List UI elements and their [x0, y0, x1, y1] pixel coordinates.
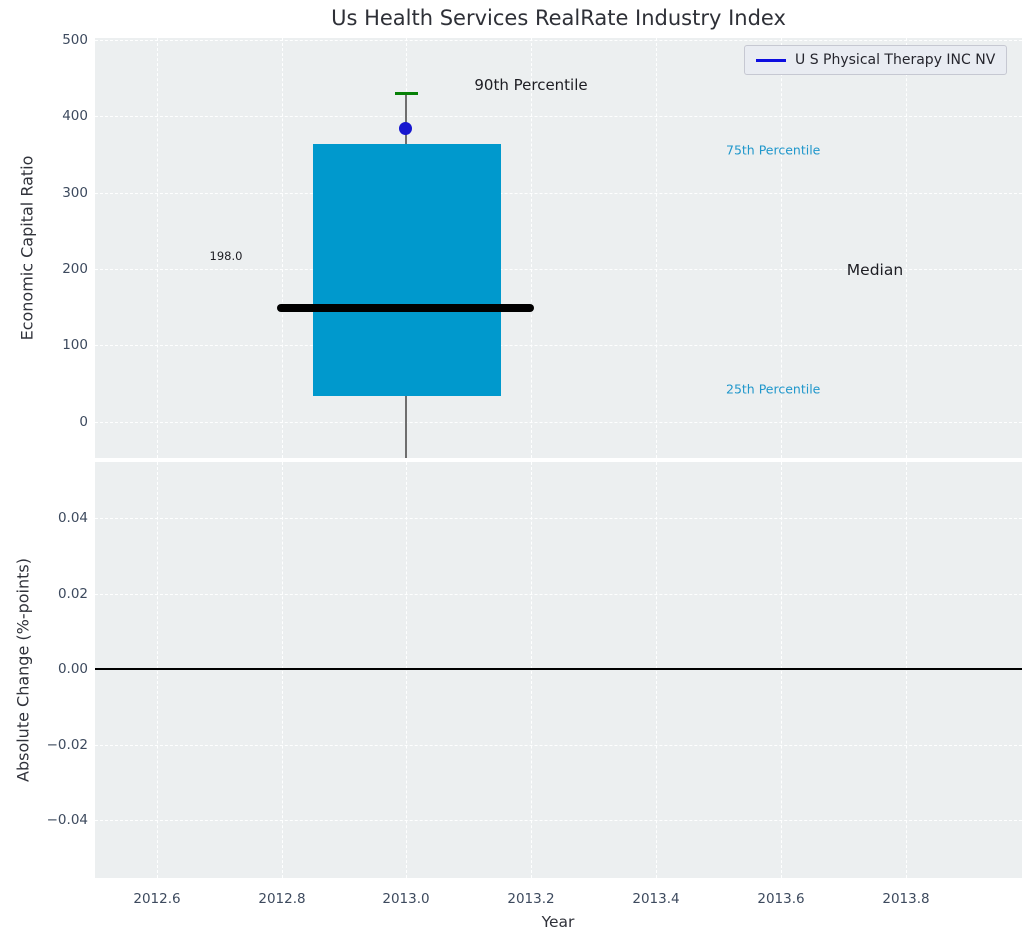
gridline-h-0.04: [95, 518, 1022, 519]
bottom-plot-area: [95, 462, 1022, 878]
gridline-h--0.04: [95, 820, 1022, 821]
y-tick-label-100: 100: [62, 337, 88, 353]
y-tick-label-0.00: 0.00: [57, 661, 88, 677]
company-point-marker: [399, 122, 412, 135]
x-tick-label-2013-8: 2013.8: [882, 891, 930, 907]
p90-cap-marker: [395, 92, 418, 95]
legend-label: U S Physical Therapy INC NV: [795, 52, 996, 68]
annotation-25th-percentile: 25th Percentile: [726, 381, 821, 397]
legend: U S Physical Therapy INC NV: [744, 45, 1008, 75]
y-tick-label-500: 500: [62, 32, 88, 48]
top-plot-area: 198.0 90th Percentile 75th Percentile 25…: [95, 38, 1022, 458]
x-tick-label-2012-8: 2012.8: [258, 891, 306, 907]
annotation-median: Median: [846, 261, 904, 279]
gridline-h-0: [95, 422, 1022, 423]
x-tick-label-2013-4: 2013.4: [632, 891, 680, 907]
median-value-label: 198.0: [209, 249, 243, 263]
x-tick-label-2013-2: 2013.2: [507, 891, 555, 907]
gridline-v-2013-2: [531, 462, 532, 878]
x-tick-label-2013-0: 2013.0: [382, 891, 430, 907]
y-tick-label-0.02: 0.02: [57, 586, 88, 602]
y-tick-label--0.02: −0.02: [46, 737, 88, 753]
x-tick-label-2013-6: 2013.6: [757, 891, 805, 907]
chart-title: Us Health Services RealRate Industry Ind…: [331, 6, 786, 30]
gridline-v-2013-6: [781, 38, 782, 458]
x-tick-label-2012-6: 2012.6: [133, 891, 181, 907]
gridline-v-2013-6: [781, 462, 782, 878]
y-tick-label-300: 300: [62, 185, 88, 201]
y-tick-label-200: 200: [62, 261, 88, 277]
percentile-box-bar: [313, 144, 501, 396]
gridline-v-2013-4: [656, 38, 657, 458]
y-tick-label-0.04: 0.04: [57, 510, 88, 526]
gridline-v-2012-8: [282, 462, 283, 878]
zero-reference-line: [95, 668, 1022, 670]
gridline-v-2013-8: [906, 38, 907, 458]
gridline-h-0.02: [95, 594, 1022, 595]
y-tick-label-400: 400: [62, 108, 88, 124]
gridline-h--0.02: [95, 745, 1022, 746]
gridline-v-2012-8: [282, 38, 283, 458]
median-line: [277, 304, 534, 312]
gridline-v-2013-0: [406, 462, 407, 878]
gridline-v-2012-6: [157, 462, 158, 878]
y-axis-label-bottom: Absolute Change (%-points): [13, 558, 33, 782]
gridline-v-2013-8: [906, 462, 907, 878]
gridline-v-2013-4: [656, 462, 657, 878]
gridline-v-2012-6: [157, 38, 158, 458]
gridline-h-100: [95, 345, 1022, 346]
annotation-90th-percentile: 90th Percentile: [474, 76, 588, 94]
y-tick-label--0.04: −0.04: [46, 812, 88, 828]
y-tick-label-0: 0: [79, 414, 88, 430]
gridline-h-200: [95, 269, 1022, 270]
annotation-75th-percentile: 75th Percentile: [726, 142, 821, 158]
gridline-h-400: [95, 116, 1022, 117]
gridline-h-500: [95, 40, 1022, 41]
y-axis-label-top: Economic Capital Ratio: [17, 155, 37, 341]
x-axis-label: Year: [541, 913, 575, 931]
legend-line-swatch: [756, 58, 786, 62]
gridline-h-300: [95, 193, 1022, 194]
gridline-v-2013-2: [531, 38, 532, 458]
